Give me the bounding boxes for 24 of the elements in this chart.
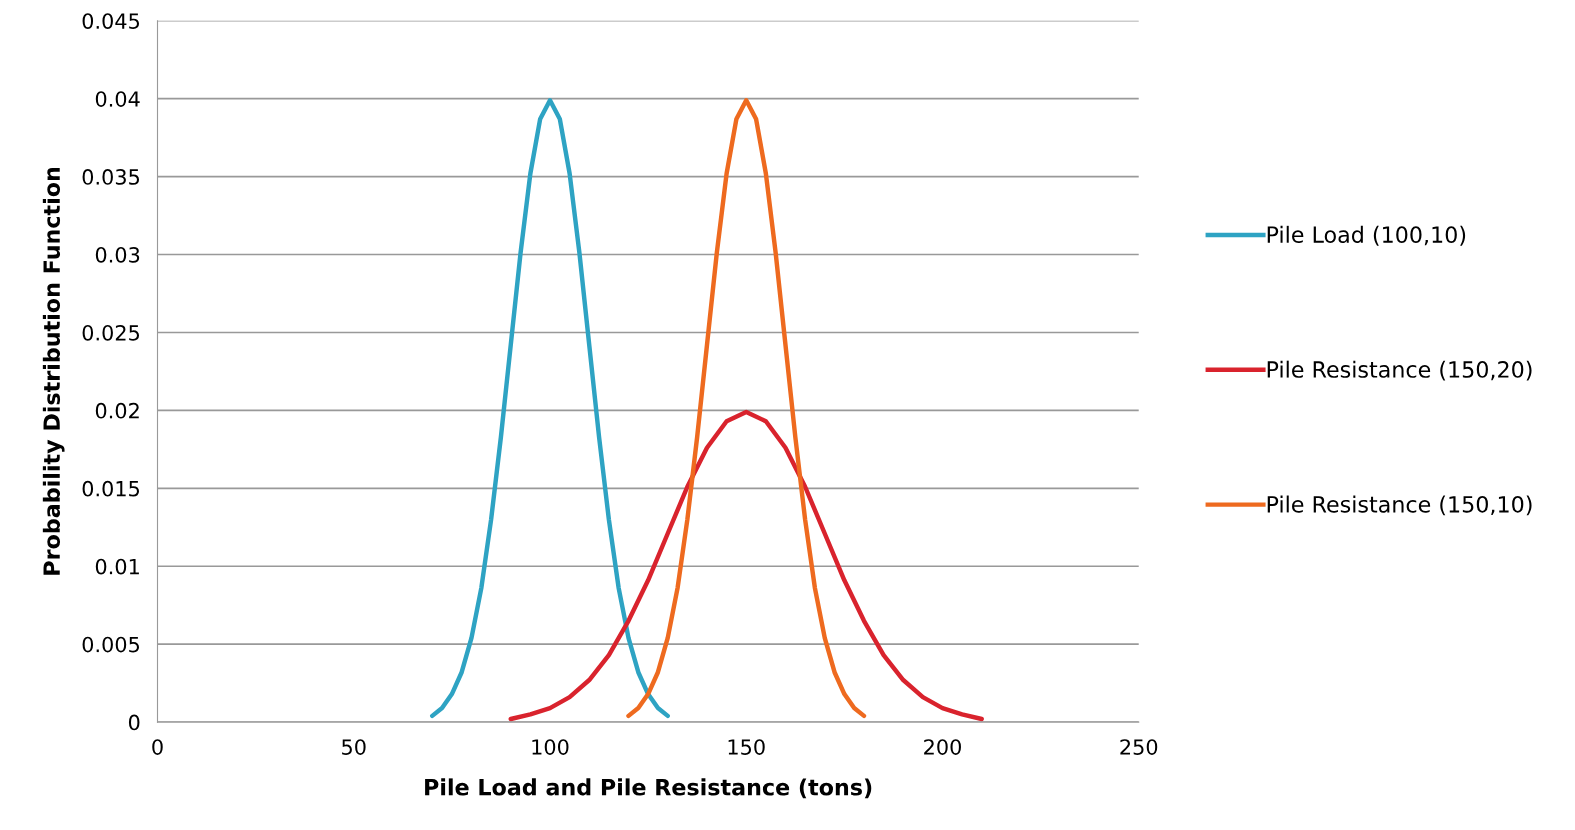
legend-label: Pile Resistance (150,10) (1267, 495, 1532, 516)
y-tick-label: 0.005 (82, 636, 140, 653)
x-tick-label: 200 (924, 739, 961, 755)
line-series (430, 98, 670, 719)
legend-label: Pile Load (100,10) (1267, 225, 1466, 246)
x-tick-label: 50 (342, 739, 366, 755)
y-tick-label: 0.025 (82, 324, 140, 341)
y-tick-label: 0.02 (95, 402, 139, 419)
y-tick-label: 0.04 (95, 91, 140, 107)
x-tick-label: 150 (728, 739, 765, 755)
x-tick-label: 0 (152, 739, 163, 755)
y-tick-label: 0.015 (82, 480, 140, 497)
y-tick-label: 0.03 (95, 246, 140, 263)
y-tick-label: 0.045 (82, 13, 140, 29)
y-tick-label: 0.035 (82, 169, 140, 185)
x-tick-label: 250 (1120, 739, 1158, 755)
y-tick-label: 0.01 (95, 558, 139, 575)
y-axis-title: Probability Distribution Function (42, 167, 65, 575)
line-series (626, 98, 867, 719)
y-tick-label: 0 (128, 714, 140, 731)
legend-label: Pile Resistance (150,20) (1267, 360, 1532, 381)
x-axis-title: Pile Load and Pile Resistance (tons) (425, 778, 872, 799)
x-tick-label: 100 (532, 739, 569, 755)
line-series (508, 409, 984, 722)
